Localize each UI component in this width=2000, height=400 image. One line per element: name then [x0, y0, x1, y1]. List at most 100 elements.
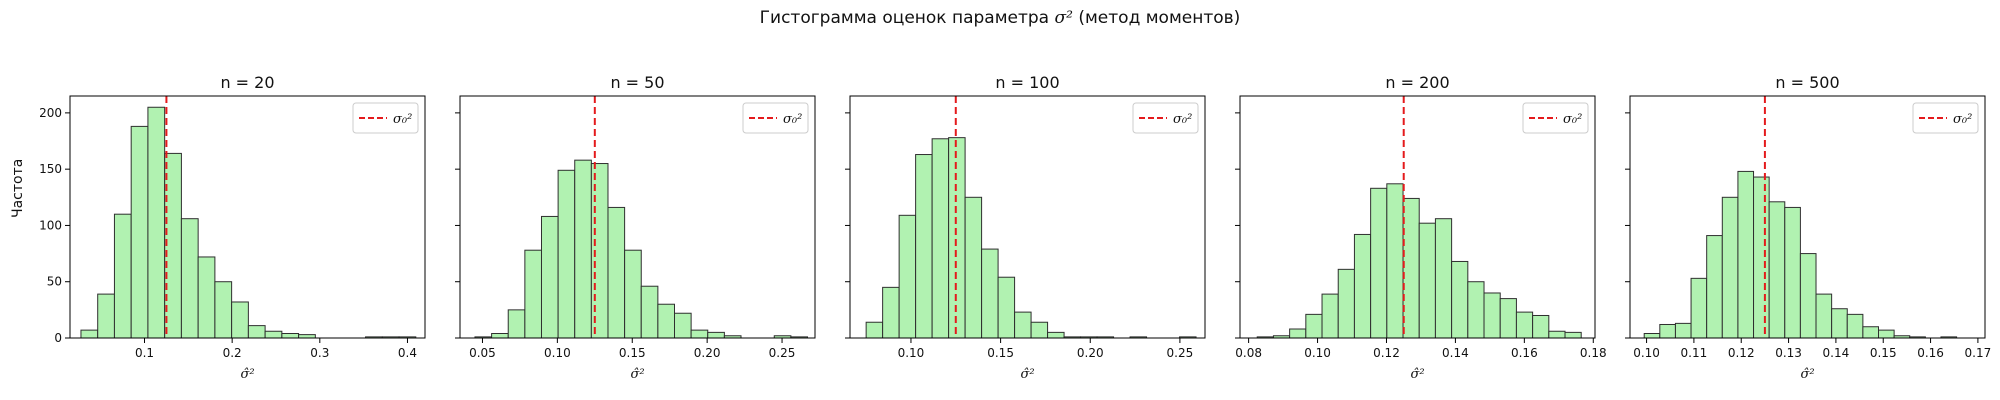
- histogram-bar: [1799, 253, 1817, 339]
- legend-box: [1132, 102, 1199, 134]
- x-tick-label: 0.11: [1681, 346, 1708, 360]
- panel-title: n = 100: [995, 73, 1059, 92]
- histogram-bar: [80, 329, 99, 339]
- figure-title-symbol: σ²: [1054, 8, 1073, 28]
- x-tick-label: 0.20: [694, 346, 721, 360]
- histogram-bar: [865, 321, 884, 339]
- x-tick-label: 0.20: [1077, 346, 1104, 360]
- histogram-bar: [1014, 311, 1032, 339]
- histogram-bar: [1402, 197, 1420, 339]
- legend-label: σ₀²: [1953, 112, 1972, 127]
- figure-title-prefix: Гистограмма оценок параметра: [759, 8, 1050, 28]
- x-axis-label: σ̂²: [1800, 367, 1814, 382]
- histogram-bar: [1483, 292, 1501, 339]
- histogram-bar: [981, 248, 999, 339]
- y-tick-label: 150: [39, 162, 62, 176]
- legend: σ₀²: [1132, 102, 1199, 134]
- histogram-bar: [1030, 321, 1049, 339]
- histogram-bar: [247, 325, 266, 339]
- histogram-bar: [1047, 331, 1065, 339]
- histogram-bar: [1878, 329, 1895, 339]
- figure-title: Гистограмма оценок параметра σ² (метод м…: [0, 8, 2000, 28]
- histogram-bar: [1643, 333, 1661, 339]
- figure-title-suffix: (метод моментов): [1078, 8, 1241, 28]
- histogram-bar: [1515, 311, 1534, 339]
- histogram-bar: [1674, 322, 1692, 339]
- histogram-bar: [1831, 308, 1848, 339]
- panel-3: 0.10 0.15 0.20 0.25 n = 100 σ̂² σ₀²: [845, 73, 1206, 382]
- x-tick-label: 0.3: [310, 346, 329, 360]
- x-tick-label: 0.10: [898, 346, 925, 360]
- panel-title: n = 20: [220, 73, 274, 92]
- histogram-bar: [915, 154, 933, 339]
- x-tick-label: 0.16: [1511, 346, 1538, 360]
- panel-4: 0.08 0.10 0.12 0.14 0.16 0.18 n = 200 σ̂² σ₀²: [1235, 73, 1607, 382]
- legend-box: [352, 102, 419, 134]
- x-tick-label: 0.4: [398, 346, 417, 360]
- axes-frame: [459, 95, 816, 339]
- x-tick-label: 0.2: [223, 346, 242, 360]
- legend-box: [1912, 102, 1979, 134]
- histogram-bar: [113, 213, 132, 339]
- histogram-bar: [197, 256, 216, 339]
- histogram-bar: [1862, 326, 1880, 339]
- panel-5: 0.10 0.11 0.12 0.13 0.14 0.15 0.16 0.17 n = 500 σ…: [1625, 73, 1991, 382]
- histogram-bar: [964, 196, 983, 339]
- histogram-bar: [690, 329, 709, 339]
- histogram-bar: [948, 137, 966, 339]
- legend-label: σ₀²: [783, 112, 802, 127]
- legend: σ₀²: [1912, 102, 1979, 134]
- x-tick-label: 0.12: [1373, 346, 1400, 360]
- histogram-bar: [1659, 323, 1676, 339]
- x-axis-label: σ̂²: [630, 367, 644, 382]
- x-tick-label: 0.10: [544, 346, 571, 360]
- histogram-bar: [557, 169, 576, 339]
- y-tick-label: 0: [54, 331, 62, 345]
- panel-title: n = 200: [1385, 73, 1449, 92]
- histogram-bar: [882, 286, 900, 339]
- histogram-bar: [1846, 313, 1864, 339]
- histogram-bar: [97, 293, 115, 339]
- histogram-bar: [264, 330, 283, 339]
- histogram-bar: [524, 249, 542, 339]
- histogram-bar: [180, 218, 199, 339]
- histogram-bar: [1370, 187, 1388, 339]
- y-tick-label: 200: [39, 106, 62, 120]
- x-tick-label: 0.08: [1235, 346, 1262, 360]
- histogram-bar: [1289, 328, 1307, 339]
- legend-label: σ₀²: [1173, 112, 1192, 127]
- panel-title: n = 500: [1775, 73, 1839, 92]
- histogram-bar: [707, 331, 725, 339]
- x-tick-label: 0.12: [1728, 346, 1755, 360]
- x-tick-label: 0.10: [1304, 346, 1331, 360]
- histogram-bar: [1321, 293, 1339, 339]
- histogram-bar: [997, 276, 1016, 339]
- histogram-bar: [1706, 235, 1723, 339]
- x-axis-label: σ̂²: [1020, 367, 1034, 382]
- axes-frame: [849, 95, 1206, 339]
- axes-frame: [1239, 95, 1596, 339]
- x-tick-label: 0.10: [1633, 346, 1660, 360]
- x-tick-label: 0.17: [1965, 346, 1992, 360]
- panel-2: 0.05 0.10 0.15 0.20 0.25 n = 50 σ̂² σ₀²: [455, 73, 816, 382]
- histogram-bar: [1690, 277, 1708, 339]
- histogram-bar: [1499, 298, 1517, 339]
- x-tick-label: 0.14: [1823, 346, 1850, 360]
- histogram-bar: [640, 285, 659, 339]
- histogram-bar: [281, 333, 300, 339]
- panel-title: n = 50: [610, 73, 664, 92]
- axes-frame: [69, 95, 426, 339]
- x-tick-label: 0.13: [1775, 346, 1802, 360]
- histogram-bar: [674, 312, 692, 339]
- histogram-bar: [214, 281, 233, 339]
- histogram-bar: [1721, 196, 1739, 339]
- legend: σ₀²: [742, 102, 809, 134]
- histogram-bar: [1532, 314, 1550, 339]
- histogram-bar: [1337, 268, 1355, 339]
- x-tick-label: 0.15: [987, 346, 1014, 360]
- histogram-bar: [574, 159, 592, 339]
- x-axis-label: σ̂²: [1410, 367, 1424, 382]
- x-axis-label: σ̂²: [240, 367, 254, 382]
- x-tick-label: 0.16: [1917, 346, 1944, 360]
